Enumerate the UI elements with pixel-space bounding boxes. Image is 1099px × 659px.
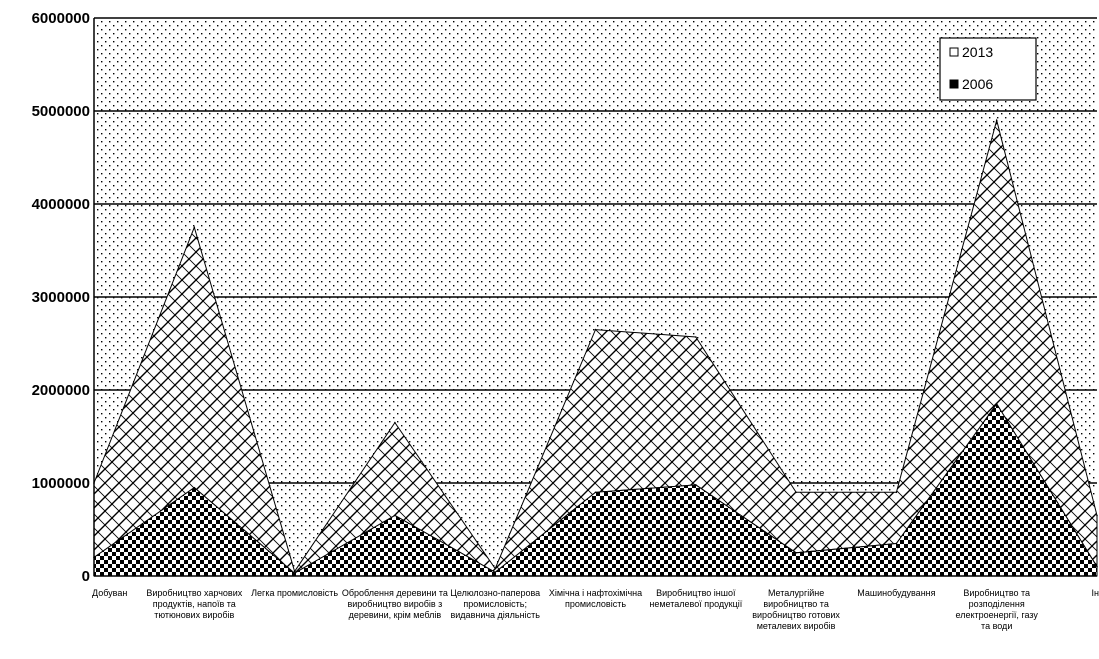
x-tick-label-6: Виробництво іншої неметалевої продукції <box>649 588 742 609</box>
legend-label-2006: 2006 <box>962 76 993 92</box>
point-2013-10 <box>1096 514 1098 517</box>
x-tick-label-8: Машинобудування <box>857 588 935 598</box>
y-tick-label-4: 4000000 <box>32 196 90 213</box>
x-tick-label-9: Виробництво та розподілення електроенергії… <box>955 588 1038 631</box>
legend: 2013 2006 <box>939 37 1037 101</box>
y-axis-ticks: 0 1000000 2000000 3000000 4000000 5000000 6000… <box>32 10 90 585</box>
x-tick-label-2: Легка промисловість <box>251 588 338 598</box>
x-tick-label-5: Хімічна і нафтохімічна промисловість <box>549 588 642 609</box>
point-2006-2 <box>293 572 296 575</box>
legend-swatch-2013 <box>949 47 959 57</box>
point-2006-4 <box>494 571 497 574</box>
y-tick-label-6: 6000000 <box>32 10 90 27</box>
point-2006-6 <box>695 484 697 486</box>
y-tick-label-0: 0 <box>82 568 90 585</box>
x-tick-label-0: Добуван <box>92 588 127 598</box>
y-tick-label-1: 1000000 <box>32 475 90 492</box>
point-2013-8 <box>895 491 898 494</box>
point-2013-3 <box>394 421 396 424</box>
x-tick-label-10: Ін <box>1092 588 1099 598</box>
x-tick-label-4: Целюлозно-паперова промисловість; видавнич… <box>450 588 540 620</box>
point-2006-10 <box>1096 565 1098 568</box>
point-2013-5 <box>594 328 597 331</box>
point-2013-1 <box>193 226 196 229</box>
point-2013-4 <box>494 567 497 570</box>
x-tick-label-1: Виробництво харчових продуктів, напоїв та… <box>146 588 242 620</box>
point-2013-6 <box>695 336 697 338</box>
y-tick-label-3: 3000000 <box>32 289 90 306</box>
point-2013-2 <box>293 570 296 573</box>
legend-label-2013: 2013 <box>962 44 993 60</box>
x-tick-label-3: Оброблення деревини та виробництво виробі… <box>342 588 448 620</box>
legend-swatch-2006 <box>949 79 959 89</box>
point-2013-7 <box>795 491 797 494</box>
point-2013-9 <box>995 119 998 122</box>
point-2006-5 <box>594 491 597 494</box>
point-2006-8 <box>895 542 898 545</box>
point-2006-9 <box>995 403 998 405</box>
x-tick-label-7: Металургійне виробництво та виробництво го… <box>752 588 840 631</box>
point-2006-1 <box>193 486 196 489</box>
y-tick-label-5: 5000000 <box>32 103 90 120</box>
x-axis-ticks: Добуван Виробництво харчових продуктів, на… <box>92 588 1099 631</box>
point-2006-7 <box>795 551 797 554</box>
y-tick-label-2: 2000000 <box>32 382 90 399</box>
point-2006-3 <box>394 514 396 517</box>
